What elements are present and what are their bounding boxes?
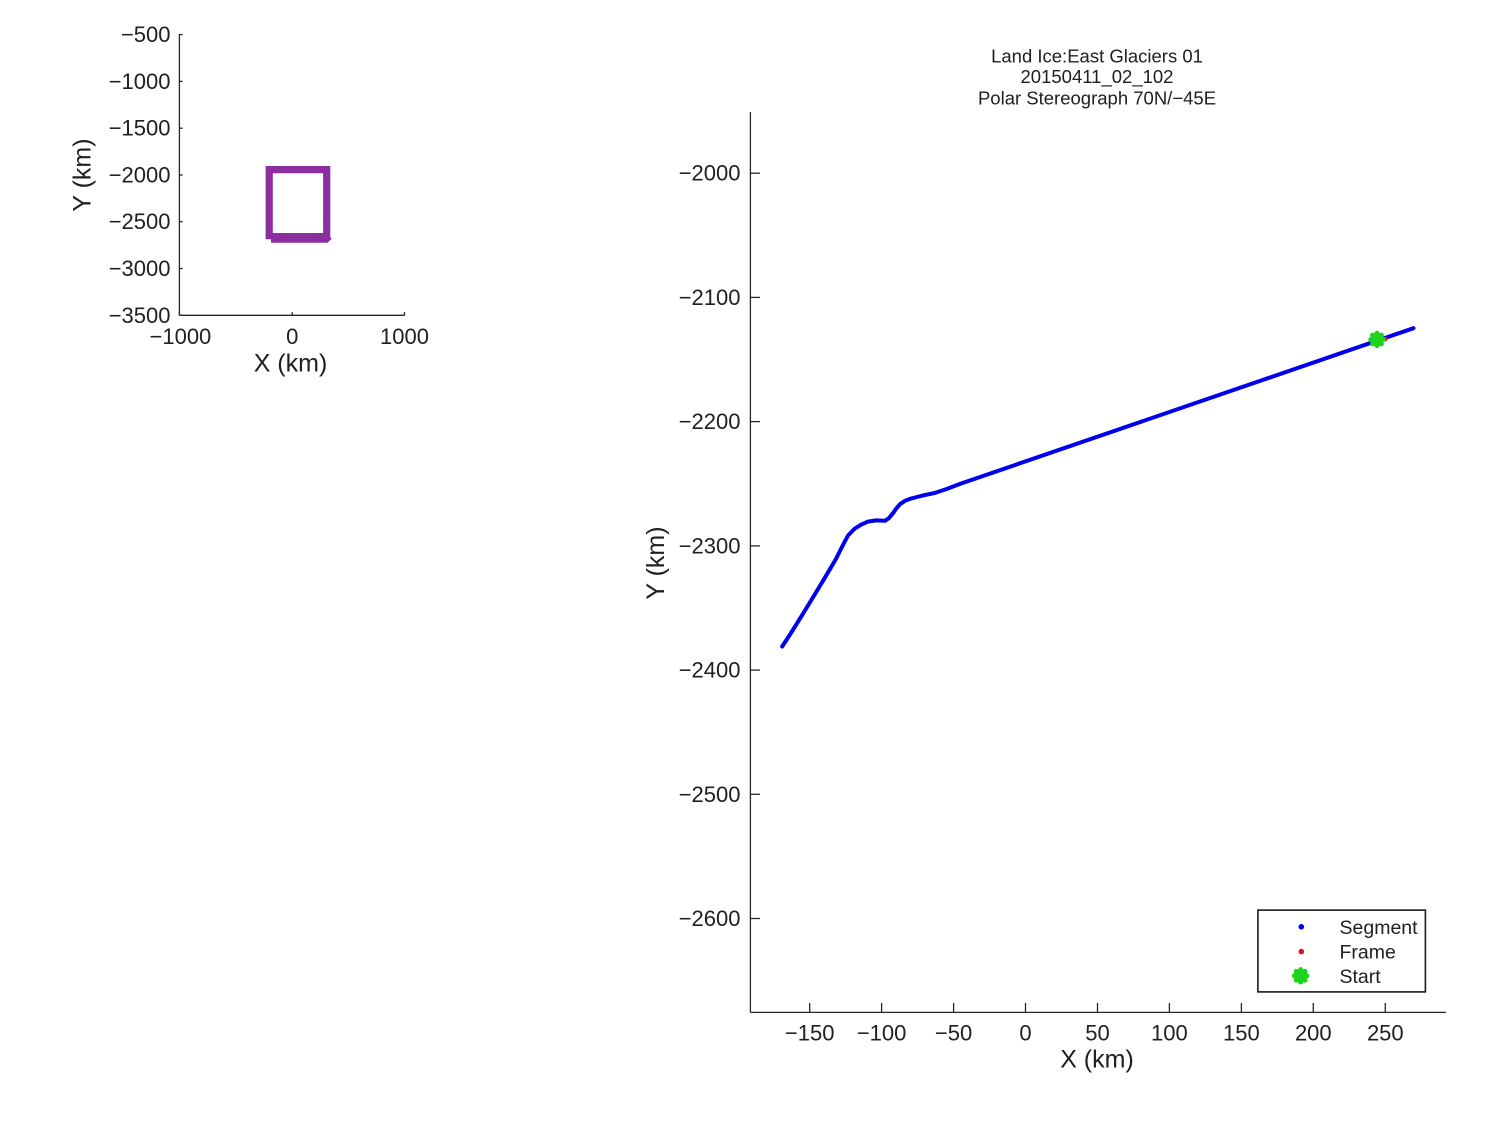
svg-text:Segment: Segment: [1340, 917, 1419, 939]
svg-text:−150: −150: [785, 1021, 835, 1046]
svg-text:0: 0: [286, 324, 298, 349]
svg-text:1000: 1000: [380, 324, 429, 349]
svg-text:100: 100: [1151, 1021, 1188, 1046]
svg-text:Y (km): Y (km): [68, 138, 96, 211]
svg-text:200: 200: [1295, 1021, 1332, 1046]
svg-text:−2200: −2200: [679, 409, 741, 434]
svg-text:−50: −50: [935, 1021, 972, 1046]
svg-text:−2400: −2400: [679, 658, 741, 683]
svg-text:−3000: −3000: [109, 256, 171, 281]
svg-text:−2000: −2000: [679, 161, 741, 186]
svg-text:−2600: −2600: [679, 906, 741, 931]
svg-text:−500: −500: [121, 22, 171, 47]
svg-text:Start: Start: [1340, 966, 1382, 988]
svg-text:Land Ice:East Glaciers 01: Land Ice:East Glaciers 01: [991, 45, 1203, 66]
svg-text:20150411_02_102: 20150411_02_102: [1021, 66, 1174, 88]
svg-text:250: 250: [1367, 1021, 1404, 1046]
svg-text:−2300: −2300: [679, 533, 741, 558]
svg-text:−2500: −2500: [679, 782, 741, 807]
svg-text:−2500: −2500: [109, 209, 171, 234]
svg-text:−3500: −3500: [109, 303, 171, 328]
svg-text:X (km): X (km): [1060, 1046, 1134, 1074]
svg-text:−1000: −1000: [150, 324, 212, 349]
svg-text:−1000: −1000: [109, 69, 171, 94]
svg-text:X (km): X (km): [254, 350, 328, 378]
svg-text:−1500: −1500: [109, 116, 171, 141]
svg-text:150: 150: [1223, 1021, 1260, 1046]
svg-text:50: 50: [1085, 1021, 1109, 1046]
svg-text:0: 0: [1019, 1021, 1031, 1046]
svg-text:−2000: −2000: [109, 163, 171, 188]
svg-text:Frame: Frame: [1340, 942, 1396, 964]
svg-text:−100: −100: [857, 1021, 907, 1046]
svg-text:Y (km): Y (km): [642, 526, 670, 599]
svg-text:Polar Stereograph 70N/−45E: Polar Stereograph 70N/−45E: [978, 88, 1216, 109]
svg-text:−2100: −2100: [679, 285, 741, 310]
